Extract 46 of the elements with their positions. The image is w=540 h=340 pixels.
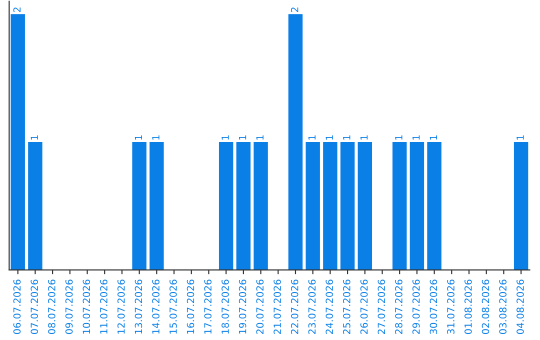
data-label: 1: [360, 135, 368, 140]
x-tick-label: 24.07.2026: [326, 280, 334, 334]
x-tick-label: 23.07.2026: [308, 280, 316, 334]
x-tick-label: 12.07.2026: [117, 280, 125, 334]
data-label: 1: [30, 135, 38, 140]
x-tick-label: 27.07.2026: [378, 280, 386, 334]
x-tick-label: 10.07.2026: [82, 280, 90, 334]
data-label: 1: [222, 135, 229, 140]
x-tick-label: 02.08.2026: [482, 280, 490, 334]
data-label: 1: [430, 135, 437, 140]
x-tick-label: 14.07.2026: [152, 280, 160, 334]
data-label: 1: [343, 135, 350, 140]
data-label: 1: [326, 135, 333, 140]
data-label: 1: [256, 135, 264, 140]
x-tick-label: 15.07.2026: [169, 280, 177, 334]
x-tick-label: 22.07.2026: [290, 280, 298, 334]
x-tick-label: 25.07.2026: [343, 280, 350, 334]
x-tick-label: 18.07.2026: [222, 280, 229, 334]
x-tick-label: 31.07.2026: [447, 280, 454, 334]
data-label: 1: [134, 135, 142, 140]
x-tick-label: 09.07.2026: [65, 280, 73, 334]
x-tick-label: 03.08.2026: [499, 280, 507, 334]
x-tick-label: 01.08.2026: [464, 280, 472, 334]
x-tick-label: 21.07.2026: [274, 280, 281, 334]
data-label: 1: [152, 135, 160, 140]
x-tick-label: 16.07.2026: [186, 280, 194, 334]
data-label: 1: [516, 135, 524, 140]
x-tick-label: 29.07.2026: [412, 280, 420, 334]
x-tick-label: 08.07.2026: [48, 280, 56, 334]
data-label: 1: [395, 135, 402, 140]
x-tick-label: 04.08.2026: [516, 280, 524, 334]
data-label: 1: [239, 135, 246, 140]
x-tick-label: 28.07.2026: [395, 280, 402, 334]
data-label: 1: [308, 135, 316, 140]
data-label: 2: [290, 8, 298, 12]
data-label: 2: [13, 8, 21, 12]
x-tick-label: 20.07.2026: [256, 280, 264, 334]
x-tick-label: 26.07.2026: [360, 280, 368, 334]
x-tick-label: 19.07.2026: [238, 280, 246, 334]
x-tick-label: 06.07.2026: [13, 280, 21, 334]
x-tick-label: 17.07.2026: [204, 280, 212, 334]
x-tick-label: 30.07.2026: [430, 280, 438, 334]
x-tick-label: 11.07.2026: [100, 280, 108, 334]
x-tick-label: 07.07.2026: [30, 280, 38, 334]
data-label: 1: [412, 135, 420, 140]
x-tick-label: 13.07.2026: [134, 280, 142, 334]
